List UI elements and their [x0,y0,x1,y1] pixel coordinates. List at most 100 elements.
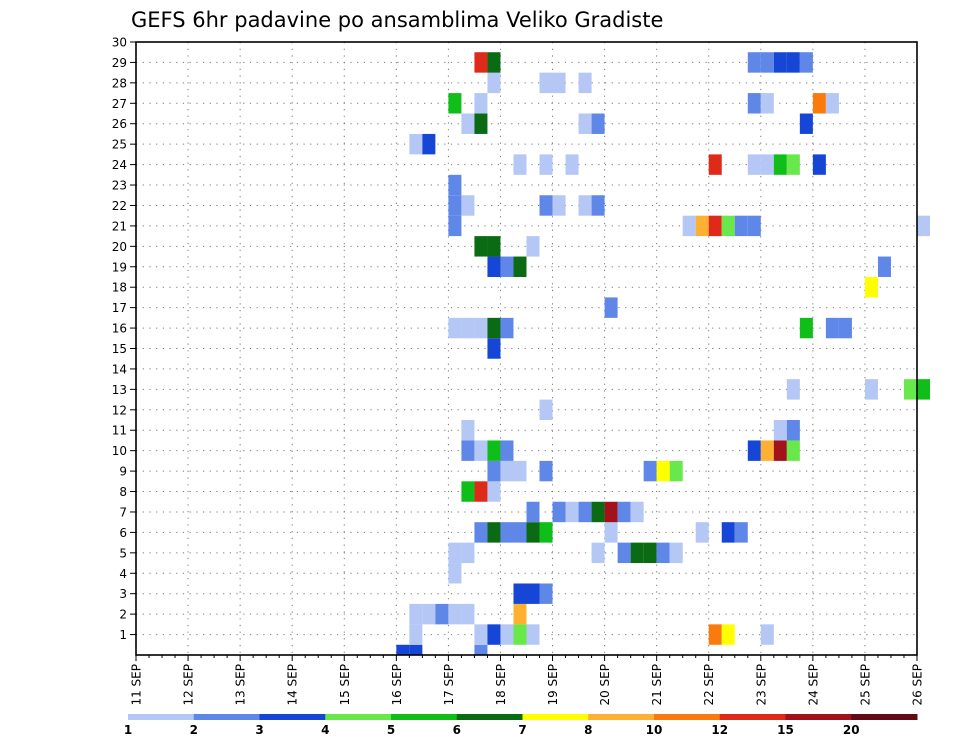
y-tick-label: 11 [112,424,127,438]
colorbar-segment [193,714,260,720]
x-axis: 11 SEP 12 SEP 13 SEP 14 SEP 15 SEP 16 SEP 17 S… [130,655,925,706]
x-tick-label: 16 SEP [390,664,404,706]
x-tick-label: 22 SEP [702,664,716,706]
colorbar-segment [785,714,852,720]
y-tick-label: 28 [112,76,127,90]
heatmap-cell [461,542,475,564]
x-tick-label: 12 SEP [182,664,196,706]
y-tick-label: 22 [112,199,127,213]
heatmap-cell [617,501,631,523]
heatmap-cell [539,522,553,543]
heatmap-cell [695,522,709,543]
heatmap-cell [708,154,722,175]
y-tick-label: 14 [112,362,127,376]
x-tick-label: 18 SEP [494,664,508,706]
heatmap-cell [539,72,553,94]
heatmap-cell [591,542,605,564]
heatmap-cell [539,154,553,175]
x-tick-label: 26 SEP [911,664,925,706]
heatmap-cell [734,215,748,237]
x-tick-label: 25 SEP [858,664,872,706]
colorbar-segment [851,714,918,720]
heatmap-cell [500,460,514,482]
colorbar-label: 10 [646,723,663,737]
heatmap-cell [513,624,527,645]
heatmap-cell [799,113,813,134]
heatmap-cell [461,317,475,339]
heatmap-cell [591,113,605,134]
heatmap-cell [500,440,514,461]
heatmap-cell [747,440,761,461]
colorbar-label: 8 [584,723,592,737]
x-tick-label: 11 SEP [130,664,144,706]
heatmap-cell [474,644,488,655]
colorbar-label: 7 [518,723,526,737]
heatmap-cell [656,460,670,482]
heatmap-cell [760,154,774,175]
y-tick-label: 24 [112,158,127,172]
heatmap-cell [474,522,488,543]
y-tick-label: 3 [119,587,127,601]
heatmap-cell [708,215,722,237]
heatmap-cell [917,215,931,237]
heatmap-cell [643,460,657,482]
colorbar-segment [719,714,786,720]
colorbar-segment [391,714,458,720]
colorbar-label: 3 [255,723,263,737]
heatmap-cell [695,215,709,237]
heatmap-cell [747,93,761,114]
heatmap-cell [487,236,501,257]
colorbar-label: 2 [190,723,198,737]
heatmap-cell [760,440,774,461]
heatmap-cell [812,154,826,175]
y-tick-label: 10 [112,444,127,458]
y-tick-label: 2 [119,608,127,622]
heatmap-cell [448,603,462,625]
heatmap-cell [838,317,852,339]
heatmap-cell [760,93,774,114]
heatmap-cell [422,603,436,625]
heatmap-cell [747,154,761,175]
heatmap-cell [760,624,774,645]
heatmap-cell [786,420,800,441]
y-tick-label: 1 [119,628,127,642]
heatmap-cell [396,644,410,655]
heatmap-cell [773,420,787,441]
heatmap-cell [487,317,501,339]
heatmap-cell [786,154,800,175]
heatmap-cell [578,72,592,94]
colorbar-segment [259,714,326,720]
heatmap-cell [526,624,540,645]
heatmap-cell [578,501,592,523]
heatmap-cell [513,460,527,482]
heatmap-cell [526,583,540,604]
heatmap-cell [799,52,813,73]
colorbar: 1 2 3 4 5 6 7 8 10 12 15 20 [124,714,918,737]
heatmap-cell [721,215,735,237]
heatmap-cell [630,542,644,564]
colorbar-segment [588,714,655,720]
y-tick-label: 8 [119,485,127,499]
heatmap-cell [474,52,488,73]
heatmap-cell [539,460,553,482]
heatmap-cell [487,522,501,543]
heatmap-cell [825,93,839,114]
heatmap-cell [487,440,501,461]
heatmap-cell [487,52,501,73]
heatmap-cell [409,133,423,155]
heatmap-cell [539,195,553,216]
y-tick-label: 29 [112,56,127,70]
x-tick-label: 15 SEP [338,664,352,706]
chart-title: GEFS 6hr padavine po ansamblima Veliko G… [131,8,663,32]
heatmap-cell [409,644,423,655]
heatmap-cell [461,113,475,134]
heatmap-cell [617,542,631,564]
heatmap-cell [448,317,462,339]
heatmap-cell [773,440,787,461]
colorbar-label: 6 [453,723,461,737]
heatmap-cell [474,440,488,461]
heatmap-cell [591,501,605,523]
x-tick-label: 13 SEP [234,664,248,706]
